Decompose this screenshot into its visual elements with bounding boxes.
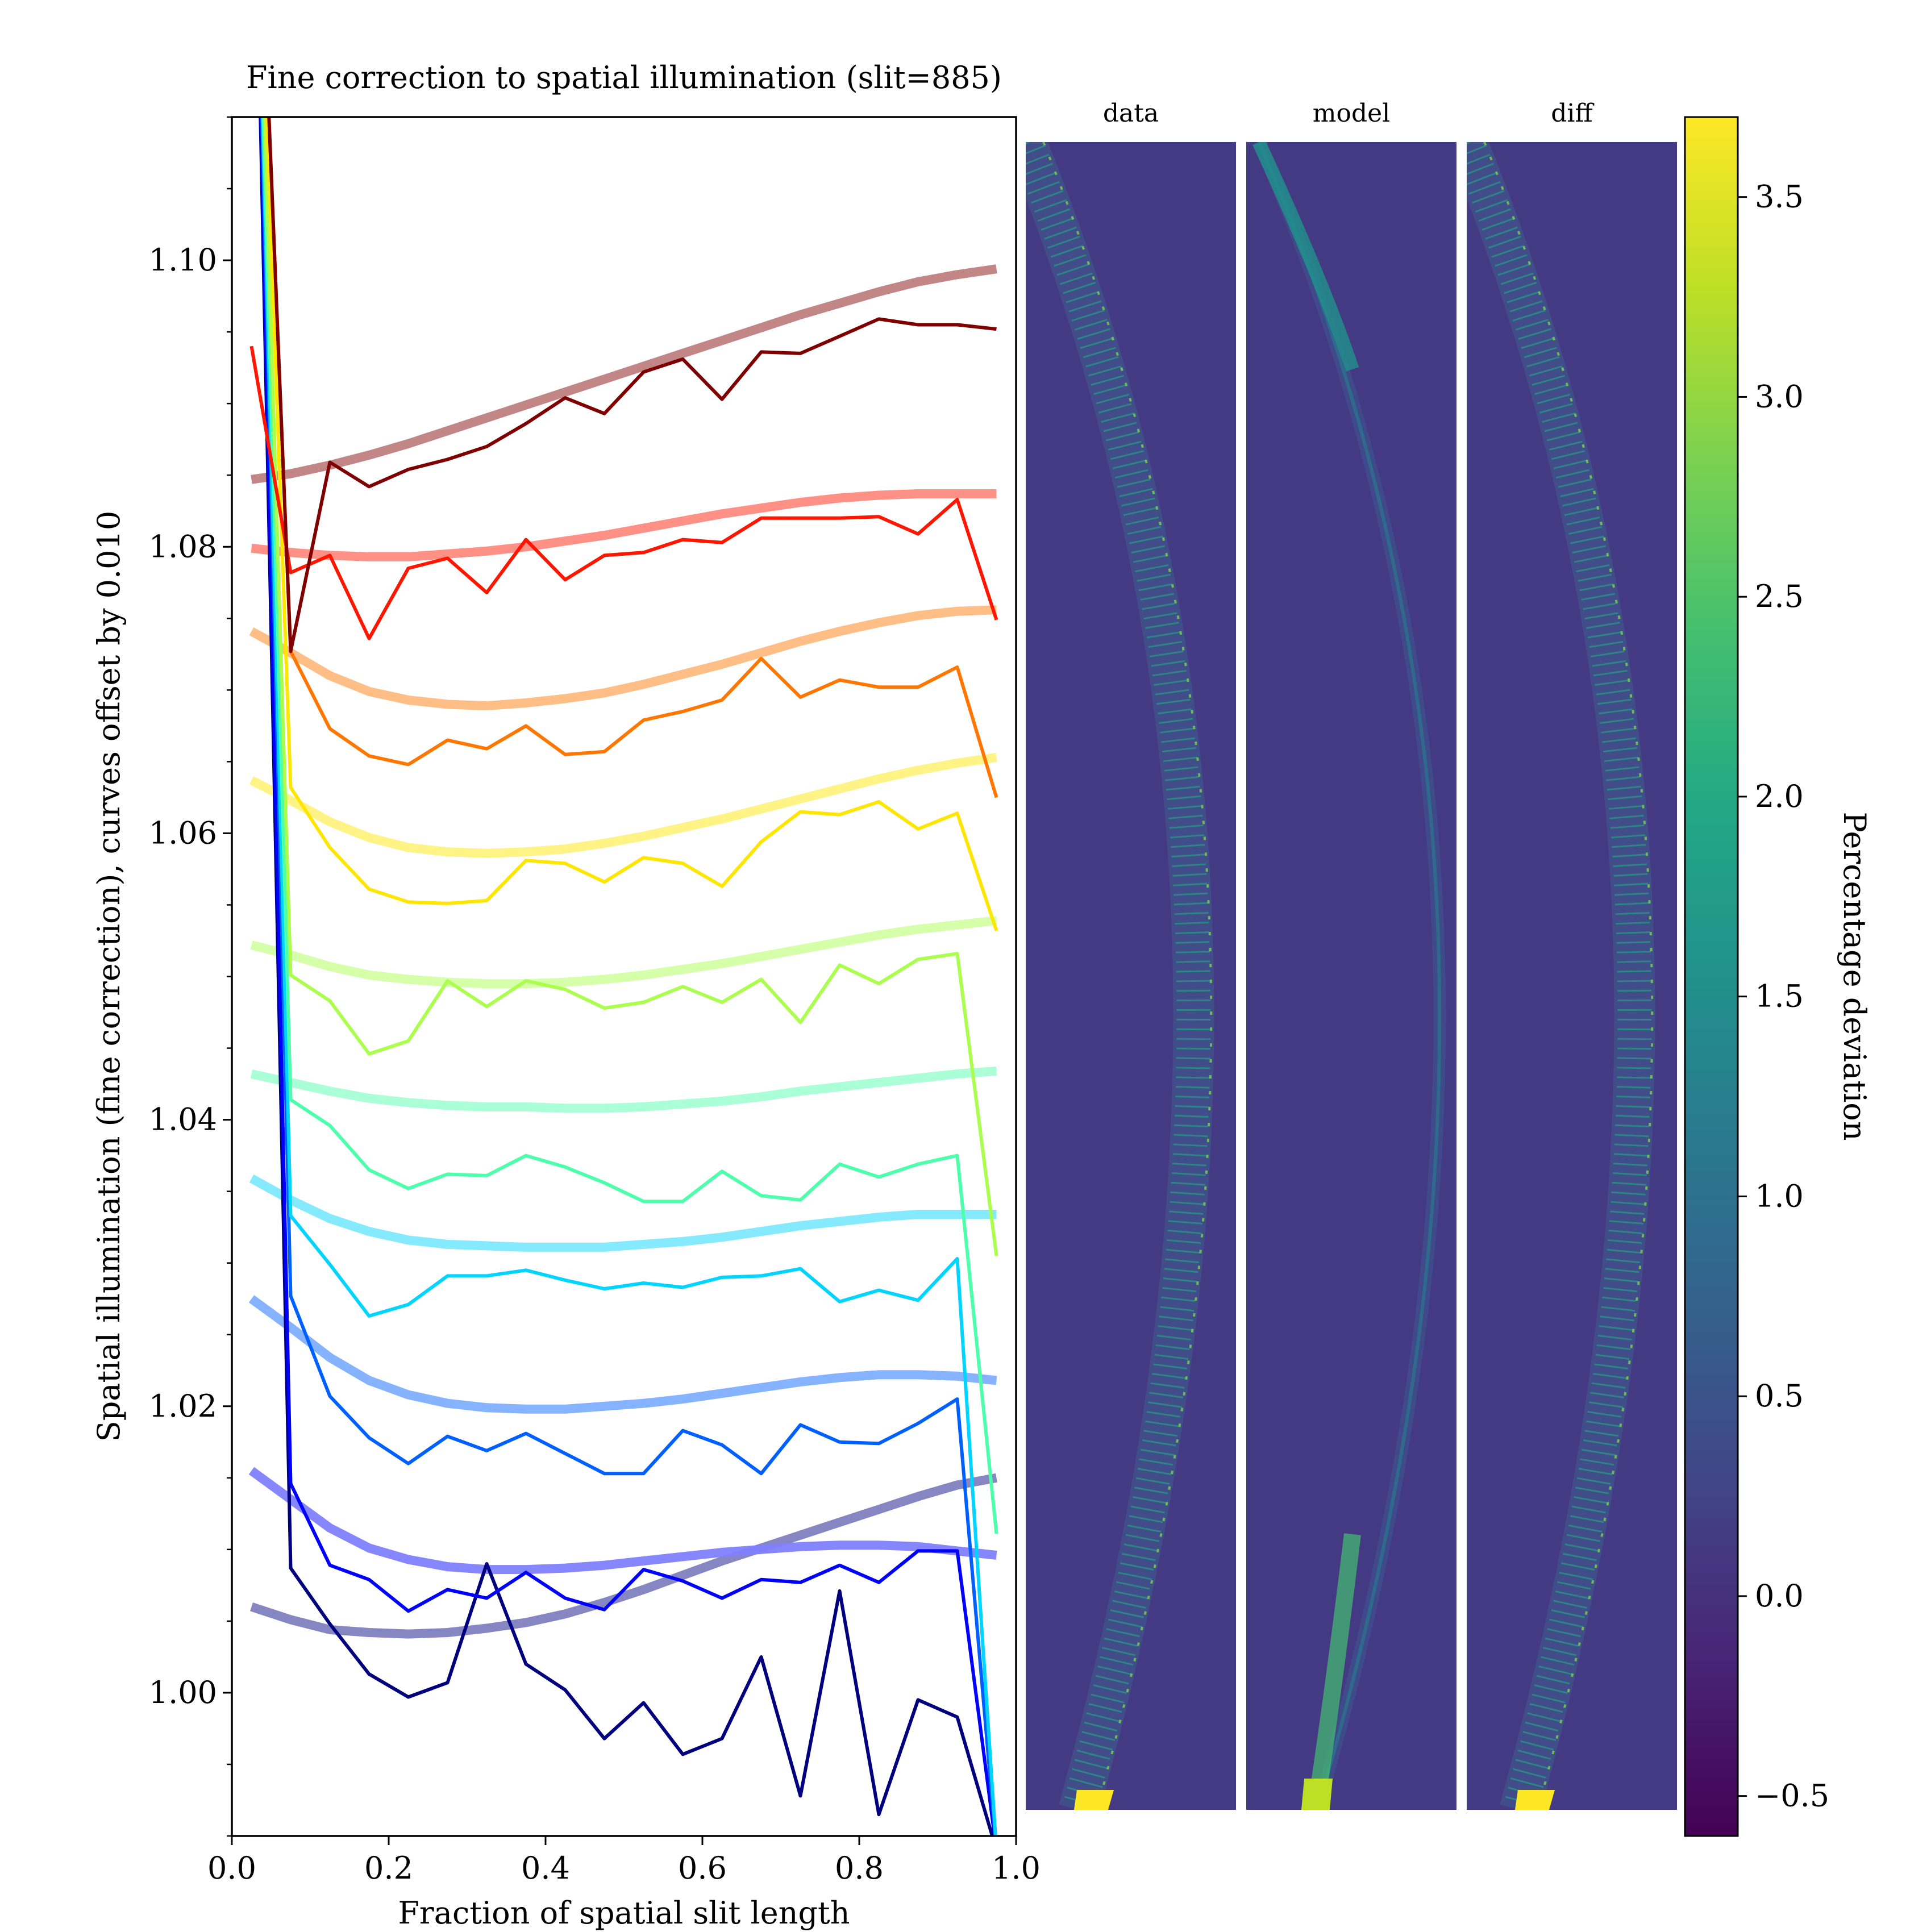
colorbar-tick-label: 1.5 xyxy=(1755,979,1804,1014)
colorbar-tick-label: 3.5 xyxy=(1755,179,1804,215)
colorbar: −0.5 0.0 0.5 1.0 1.5 2.0 2.5 3.0 3.5 Percentage … xyxy=(1684,116,1872,1837)
data-curve-5 xyxy=(263,117,998,1256)
model-curve-4 xyxy=(250,1066,997,1113)
y-tick-label: 1.10 xyxy=(149,242,217,278)
colorbar-ticks: −0.5 0.0 0.5 1.0 1.5 2.0 2.5 3.0 3.5 xyxy=(1738,179,1829,1814)
model-bottom-hotspot xyxy=(1301,1779,1333,1810)
data-curve-1 xyxy=(259,117,997,1836)
colorbar-tick-label: −0.5 xyxy=(1755,1778,1829,1814)
data-bottom-hotspot xyxy=(1074,1790,1114,1810)
y-tick-label: 1.02 xyxy=(149,1388,217,1424)
x-axis-ticks: 0.0 0.2 0.4 0.6 0.8 1.0 xyxy=(207,1836,1041,1886)
data-curve-6 xyxy=(265,117,998,931)
series-layer xyxy=(248,117,998,1836)
x-tick-label: 0.8 xyxy=(835,1850,884,1886)
y-axis-ticks: 1.00 1.02 1.04 1.06 1.08 1.10 xyxy=(149,116,232,1837)
colorbar-tick-label: 3.0 xyxy=(1755,378,1804,414)
colorbar-label: Percentage deviation xyxy=(1837,812,1872,1141)
data-curve-0 xyxy=(259,117,994,1836)
y-tick-label: 1.04 xyxy=(149,1102,217,1138)
x-tick-label: 0.4 xyxy=(521,1850,570,1886)
model-arc-top xyxy=(1252,142,1359,372)
colorbar-tick-label: 1.0 xyxy=(1755,1178,1804,1214)
model-curve-2 xyxy=(248,1295,997,1414)
data-curve-7 xyxy=(267,117,998,798)
y-axis-label: Spatial illumination (fine correction), … xyxy=(91,511,127,1442)
model-arc-bottom xyxy=(1307,1533,1361,1810)
model-curve-8 xyxy=(251,489,997,561)
model-curve-0 xyxy=(249,1473,997,1639)
data-curve-2 xyxy=(260,117,997,1836)
colorbar-tick-label: 2.0 xyxy=(1755,778,1804,814)
x-axis-label: Fraction of spatial slit length xyxy=(398,1895,850,1931)
data-curve-9 xyxy=(267,117,997,653)
model-curve-1 xyxy=(248,1467,997,1575)
fine-correction-line-chart: Fine correction to spatial illumination … xyxy=(91,60,1041,1931)
model-curve-7 xyxy=(249,605,997,711)
data-curve-3 xyxy=(260,117,997,1836)
diff-panel-title: diff xyxy=(1551,99,1594,128)
colorbar-tick-label: 0.0 xyxy=(1755,1578,1804,1614)
data-curve-4 xyxy=(261,117,998,1534)
model-curve-3 xyxy=(249,1174,997,1252)
diff-panel: diff xyxy=(1467,99,1677,1810)
data-arc-speckle xyxy=(1026,142,1211,1810)
model-curve-9 xyxy=(251,264,997,484)
x-tick-label: 1.0 xyxy=(992,1850,1041,1886)
line-chart-title: Fine correction to spatial illumination … xyxy=(246,60,1002,95)
model-panel: model xyxy=(1246,99,1456,1810)
colorbar-gradient xyxy=(1684,116,1739,1837)
colorbar-tick-label: 2.5 xyxy=(1755,578,1804,614)
y-tick-label: 1.06 xyxy=(149,815,217,851)
x-tick-label: 0.6 xyxy=(678,1850,727,1886)
model-curve-6 xyxy=(249,752,997,858)
x-tick-label: 0.2 xyxy=(364,1850,413,1886)
model-curve-5 xyxy=(250,916,997,989)
diff-bottom-hotspot xyxy=(1515,1790,1555,1810)
y-tick-label: 1.08 xyxy=(149,528,217,564)
data-panel: data xyxy=(1026,99,1236,1810)
model-panel-title: model xyxy=(1313,99,1391,128)
model-panel-image xyxy=(1246,142,1456,1810)
data-panel-title: data xyxy=(1103,99,1159,128)
model-arc-inner xyxy=(1257,142,1442,1810)
colorbar-tick-label: 0.5 xyxy=(1755,1378,1804,1414)
diff-arc-speckle xyxy=(1467,142,1652,1810)
x-tick-label: 0.0 xyxy=(207,1850,256,1886)
data-curve-8 xyxy=(249,345,998,640)
y-tick-label: 1.00 xyxy=(149,1675,217,1710)
